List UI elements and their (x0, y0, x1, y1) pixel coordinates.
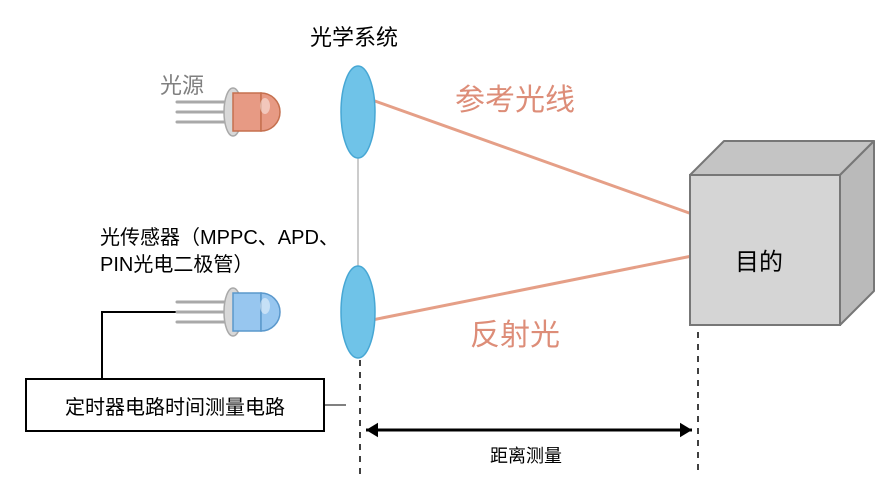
label-photosensor: 光传感器（MPPC、APD、 PIN光电二极管） (100, 225, 339, 279)
diagram-stage: 光学系统 光源 参考光线 光传感器（MPPC、APD、 PIN光电二极管） 反射… (0, 0, 883, 501)
label-reflected-ray: 反射光 (470, 310, 560, 354)
label-light-source: 光源 (160, 68, 204, 100)
label-reference-ray: 参考光线 (455, 75, 575, 119)
label-optical-system: 光学系统 (310, 20, 398, 52)
label-target: 目的 (735, 242, 783, 277)
timer-circuit-box: 定时器电路时间测量电路 (25, 378, 325, 432)
timer-circuit-label: 定时器电路时间测量电路 (65, 391, 285, 420)
label-distance: 距离测量 (490, 442, 562, 468)
